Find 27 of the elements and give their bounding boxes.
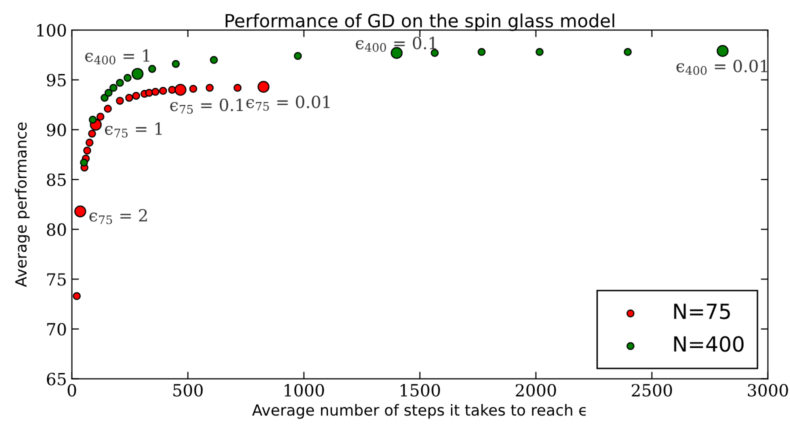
y-tick-label: 70 xyxy=(47,322,66,336)
annotation: ϵ$_{400}$ = 0.01 xyxy=(676,60,768,75)
y-tick-label: 95 xyxy=(46,74,66,86)
legend-label: N=400 xyxy=(674,336,744,352)
chart-title: Performance of GD on the spin glass model xyxy=(226,14,614,32)
annotation: ϵ$_{75}$ = 0.1 xyxy=(170,98,243,114)
y-axis-title: Average performance xyxy=(14,122,30,288)
x-tick-label: 1500 xyxy=(400,384,440,397)
annotation: ϵ$_{75}$ = 1 xyxy=(104,122,162,138)
x-axis-title: Average number of steps it takes to reach ϵ xyxy=(252,404,586,419)
y-tick-label: 100 xyxy=(37,24,66,37)
annotation: ϵ$_{75}$ = 2 xyxy=(89,209,147,224)
y-tick-label: 85 xyxy=(46,173,66,186)
x-tick-label: 3000 xyxy=(748,384,788,397)
y-tick-label: 65 xyxy=(46,372,66,386)
annotation: ϵ$_{75}$ = 0.01 xyxy=(246,96,330,111)
annotation: ϵ$_{400}$ = 0.1 xyxy=(356,36,436,52)
x-tick-label: 0 xyxy=(68,384,76,397)
x-tick-label: 1000 xyxy=(284,384,324,397)
legend-label: N=75 xyxy=(674,304,730,320)
y-tick-label: 90 xyxy=(46,124,66,136)
annotation: ϵ$_{400}$ = 1 xyxy=(85,49,150,64)
x-tick-label: 500 xyxy=(173,384,203,397)
x-tick-label: 2500 xyxy=(632,384,672,397)
y-tick-label: 80 xyxy=(46,223,66,236)
y-tick-label: 75 xyxy=(47,273,66,286)
x-tick-label: 2000 xyxy=(516,384,556,397)
